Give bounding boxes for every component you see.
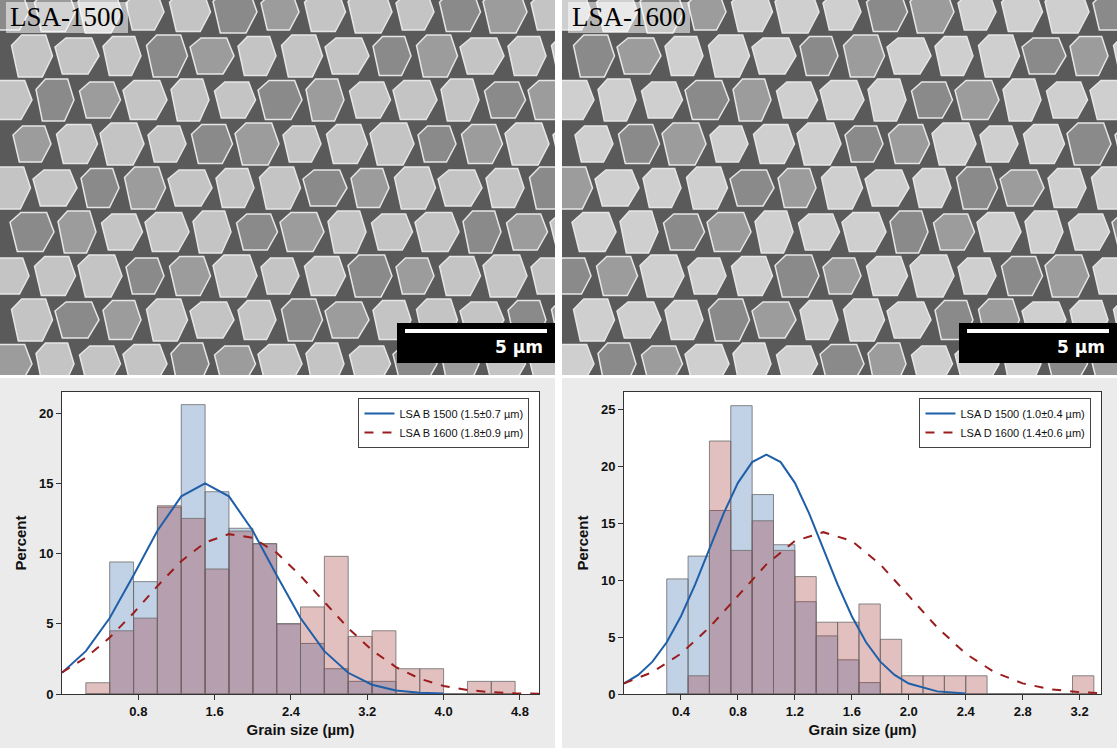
svg-text:10: 10 (601, 573, 615, 588)
svg-text:2.4: 2.4 (957, 704, 976, 719)
svg-text:LSA B 1600 (1.8±0.9 µm): LSA B 1600 (1.8±0.9 µm) (399, 427, 523, 439)
svg-text:0.8: 0.8 (729, 704, 747, 719)
svg-text:1.6: 1.6 (206, 704, 224, 719)
svg-text:0.8: 0.8 (129, 704, 147, 719)
svg-text:Percent: Percent (574, 515, 591, 570)
svg-text:0: 0 (46, 687, 53, 702)
html-text:5 µm: 5 µm (1057, 337, 1105, 357)
svg-text:4.8: 4.8 (511, 704, 529, 719)
svg-text:1.2: 1.2 (786, 704, 804, 719)
svg-text:2.0: 2.0 (900, 704, 918, 719)
svg-text:Percent: Percent (12, 515, 29, 570)
svg-text:LSA B 1500 (1.5±0.7 µm): LSA B 1500 (1.5±0.7 µm) (399, 408, 523, 420)
svg-text:0: 0 (608, 687, 615, 702)
svg-text:5: 5 (608, 630, 615, 645)
svg-text:2.8: 2.8 (1014, 704, 1032, 719)
svg-text:20: 20 (601, 459, 615, 474)
html-text:5 µm: 5 µm (495, 337, 543, 357)
svg-text:4.0: 4.0 (435, 704, 453, 719)
svg-text:3.2: 3.2 (358, 704, 376, 719)
svg-text:Grain size (µm): Grain size (µm) (247, 721, 355, 738)
svg-text:LSA D 1500 (1.0±0.4 µm): LSA D 1500 (1.0±0.4 µm) (960, 408, 1084, 420)
html-text:LSA-1500: LSA-1500 (10, 2, 124, 32)
svg-text:LSA D 1600 (1.4±0.6 µm): LSA D 1600 (1.4±0.6 µm) (960, 427, 1084, 439)
html-text:LSA-1600: LSA-1600 (572, 2, 686, 32)
svg-text:20: 20 (39, 406, 53, 421)
svg-text:2.4: 2.4 (282, 704, 301, 719)
svg-text:5: 5 (46, 616, 53, 631)
svg-text:25: 25 (601, 402, 615, 417)
svg-text:0.4: 0.4 (672, 704, 691, 719)
svg-text:10: 10 (39, 546, 53, 561)
svg-text:15: 15 (601, 516, 615, 531)
svg-text:15: 15 (39, 476, 53, 491)
svg-text:3.2: 3.2 (1071, 704, 1089, 719)
svg-text:1.6: 1.6 (843, 704, 861, 719)
svg-text:Grain size (µm): Grain size (µm) (809, 721, 917, 738)
